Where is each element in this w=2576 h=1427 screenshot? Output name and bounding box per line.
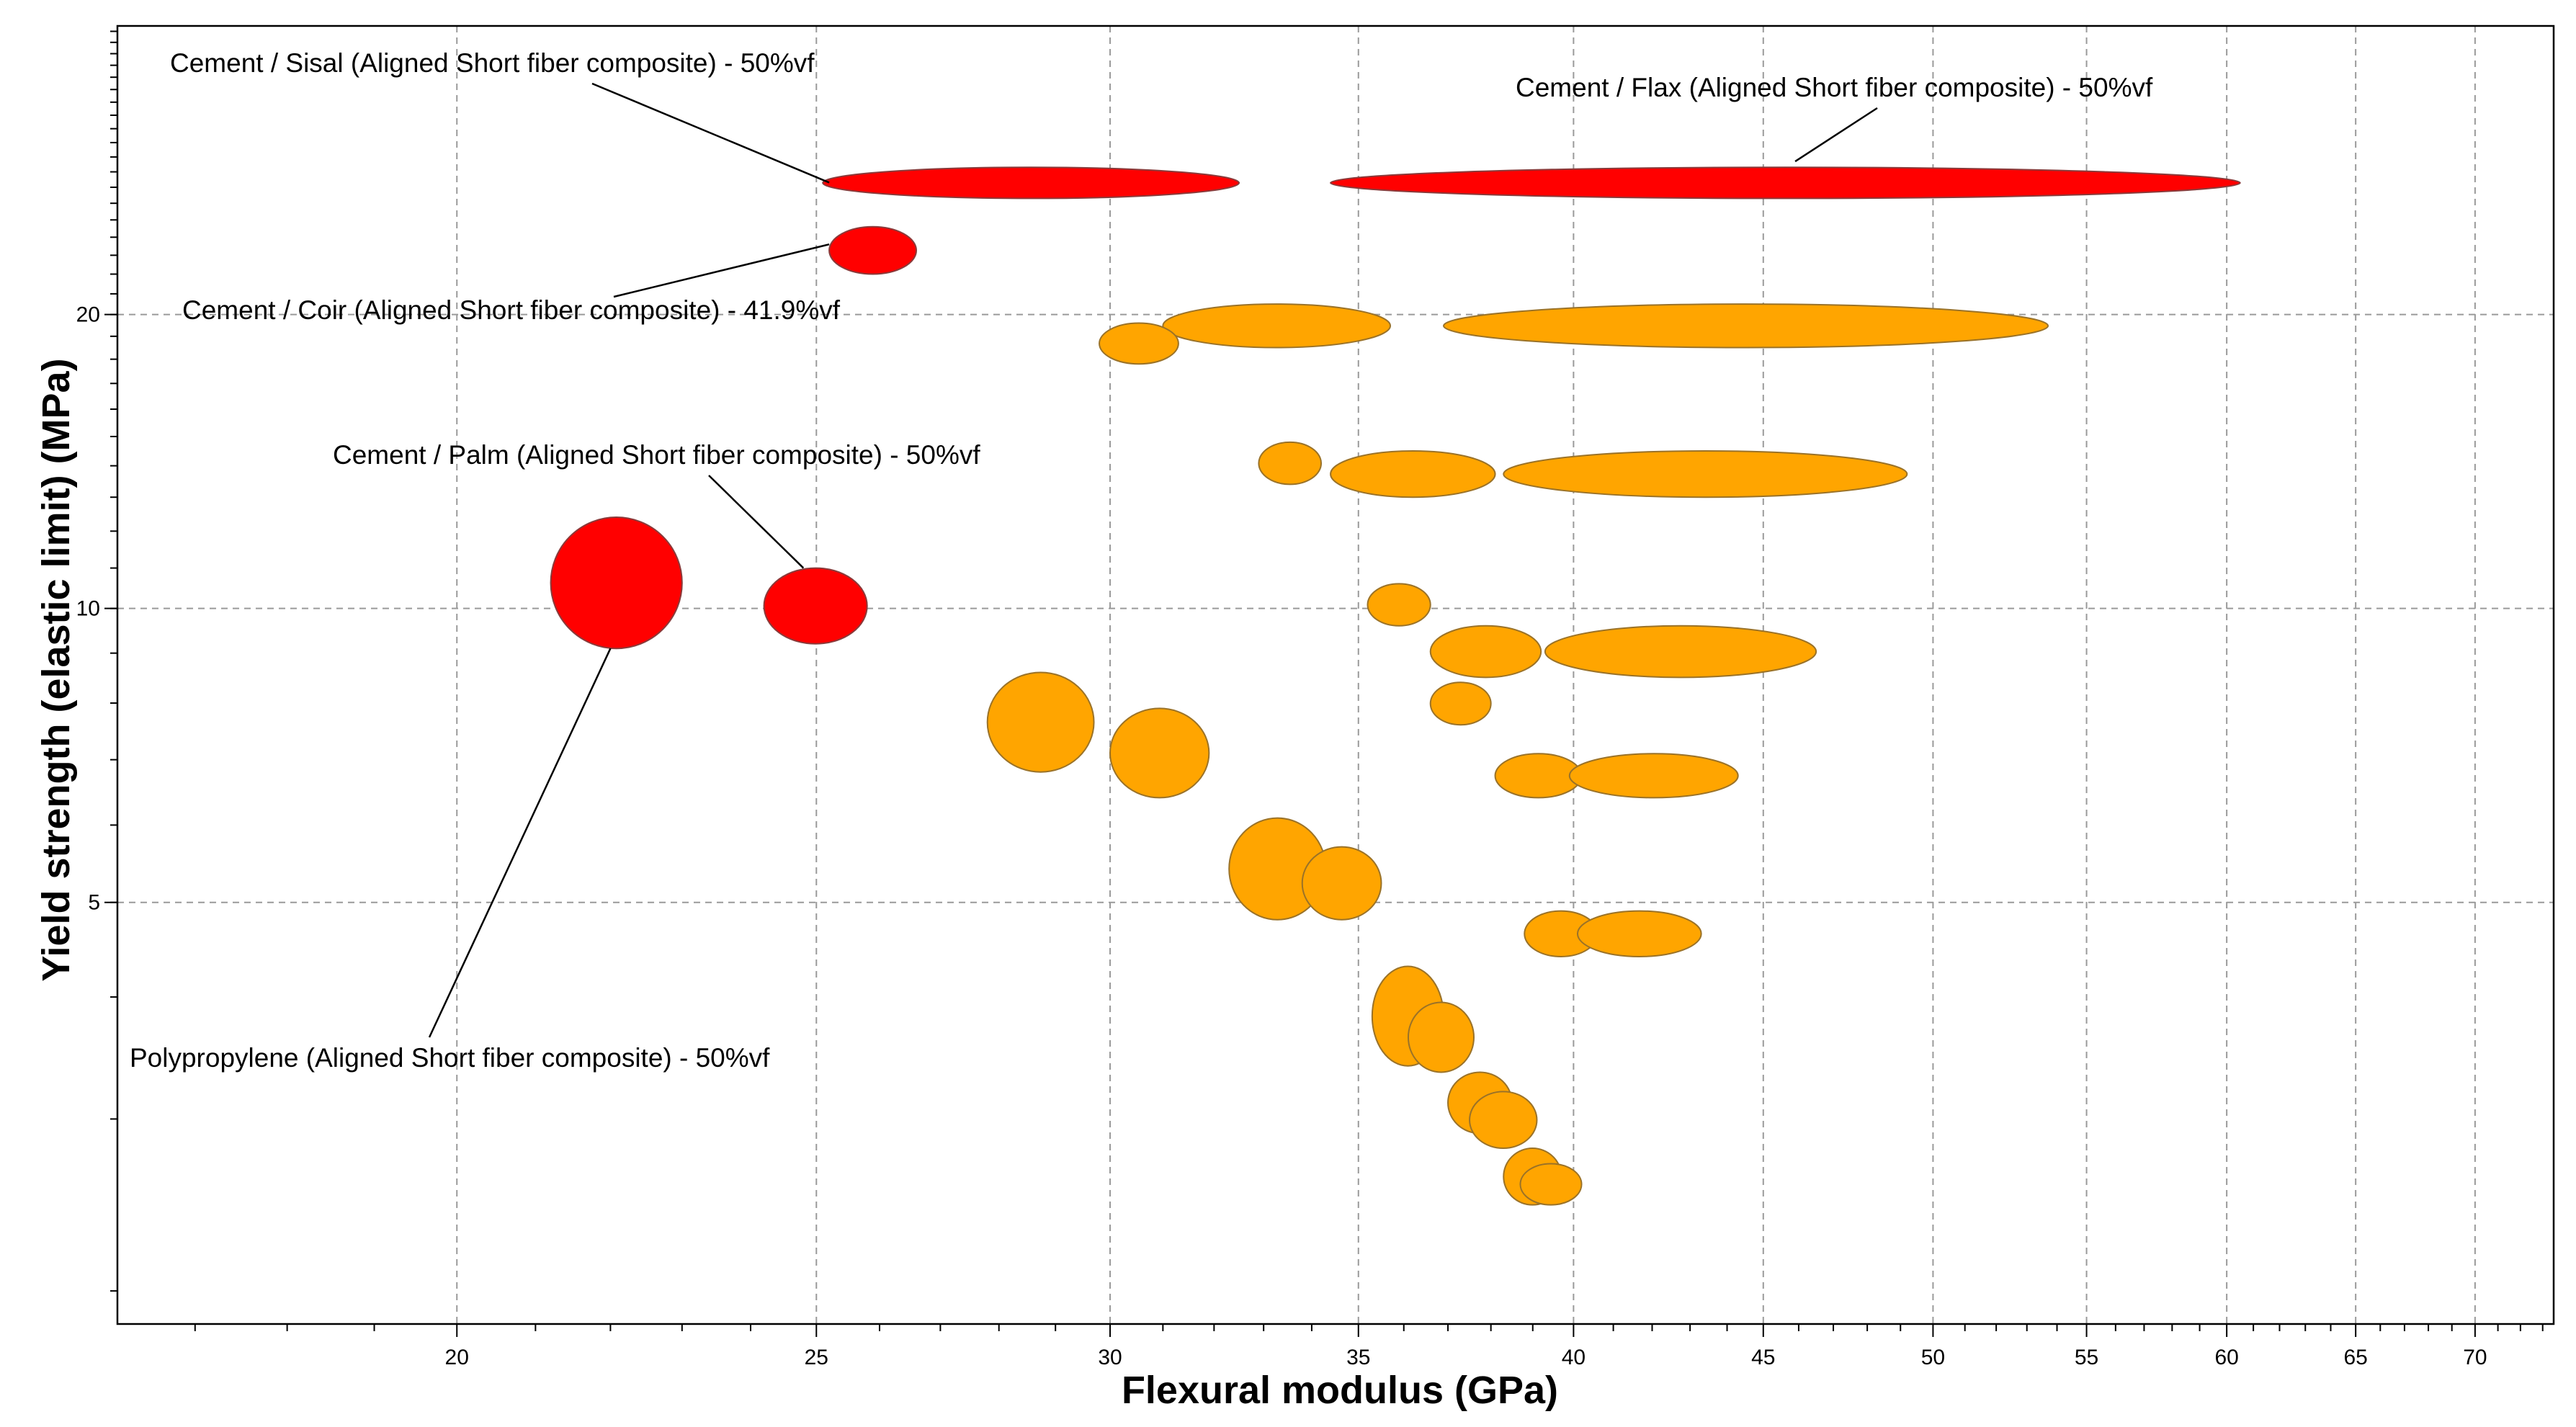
plot-frame — [116, 24, 2555, 1325]
x-tick-label: 25 — [805, 1346, 828, 1369]
composite-bubble — [1442, 303, 2049, 349]
axis-layer: 20 25 30 35 40 45 50 55 60 65 70 5 10 20 — [76, 24, 2555, 1369]
y-tick-label: 5 — [88, 891, 100, 915]
composite-bubble — [1109, 707, 1210, 799]
composite-bubble — [1494, 753, 1583, 799]
bubble-layer — [550, 166, 2241, 1206]
annotation-leader-line — [1794, 107, 1878, 163]
x-tick-label: 40 — [1562, 1346, 1586, 1369]
composite-bubble — [986, 671, 1095, 773]
highlight-bubble — [1330, 166, 2241, 200]
composite-bubble — [1099, 322, 1179, 365]
annotation-layer: Cement / Sisal (Aligned Short fiber comp… — [130, 48, 2153, 1073]
grid-layer — [117, 26, 2554, 1324]
annotation-leader-line — [428, 648, 612, 1038]
x-tick-label: 50 — [1921, 1346, 1945, 1369]
composite-bubble — [1469, 1091, 1538, 1150]
highlight-bubble — [822, 166, 1240, 200]
x-tick-label: 65 — [2343, 1346, 2367, 1369]
composite-bubble — [1301, 846, 1382, 921]
composite-bubble — [1544, 625, 1817, 679]
composite-bubble — [1519, 1163, 1583, 1206]
x-tick-label: 60 — [2214, 1346, 2238, 1369]
x-tick-label: 70 — [2463, 1346, 2487, 1369]
composite-bubble — [1429, 681, 1492, 726]
annotation-leader-line — [708, 475, 805, 569]
composite-bubble — [1576, 910, 1702, 957]
annotation-leader-line — [613, 243, 830, 298]
x-axis-label: Flexural modulus (GPa) — [1122, 1369, 1558, 1412]
composite-bubble — [1162, 303, 1392, 349]
composite-bubble — [1330, 449, 1496, 498]
annotation-label: Polypropylene (Aligned Short fiber compo… — [130, 1043, 770, 1073]
y-tick-label: 20 — [76, 303, 100, 327]
y-axis-label: Yield strength (elastic limit) (MPa) — [35, 358, 78, 981]
annotation-label: Cement / Coir (Aligned Short fiber compo… — [182, 295, 841, 325]
annotation-leader-line — [591, 82, 830, 184]
annotation-label: Cement / Flax (Aligned Short fiber compo… — [1516, 73, 2153, 102]
composite-bubble — [1429, 625, 1542, 679]
annotation-label: Cement / Palm (Aligned Short fiber compo… — [333, 440, 980, 470]
x-tick-label: 20 — [445, 1346, 469, 1369]
y-tick-label: 10 — [76, 597, 100, 621]
x-tick-label: 30 — [1098, 1346, 1122, 1369]
x-tick-label: 45 — [1751, 1346, 1775, 1369]
annotation-label: Cement / Sisal (Aligned Short fiber comp… — [170, 48, 815, 78]
x-tick-label: 35 — [1346, 1346, 1370, 1369]
x-tick-label: 55 — [2075, 1346, 2098, 1369]
composite-bubble — [1367, 583, 1431, 627]
composite-bubble — [1407, 1001, 1475, 1073]
composite-bubble — [1568, 753, 1739, 799]
highlight-bubble — [763, 567, 868, 645]
composite-bubble — [1258, 441, 1323, 486]
highlight-bubble — [828, 225, 918, 275]
highlight-bubble — [550, 516, 683, 650]
composite-bubble — [1503, 449, 1908, 498]
